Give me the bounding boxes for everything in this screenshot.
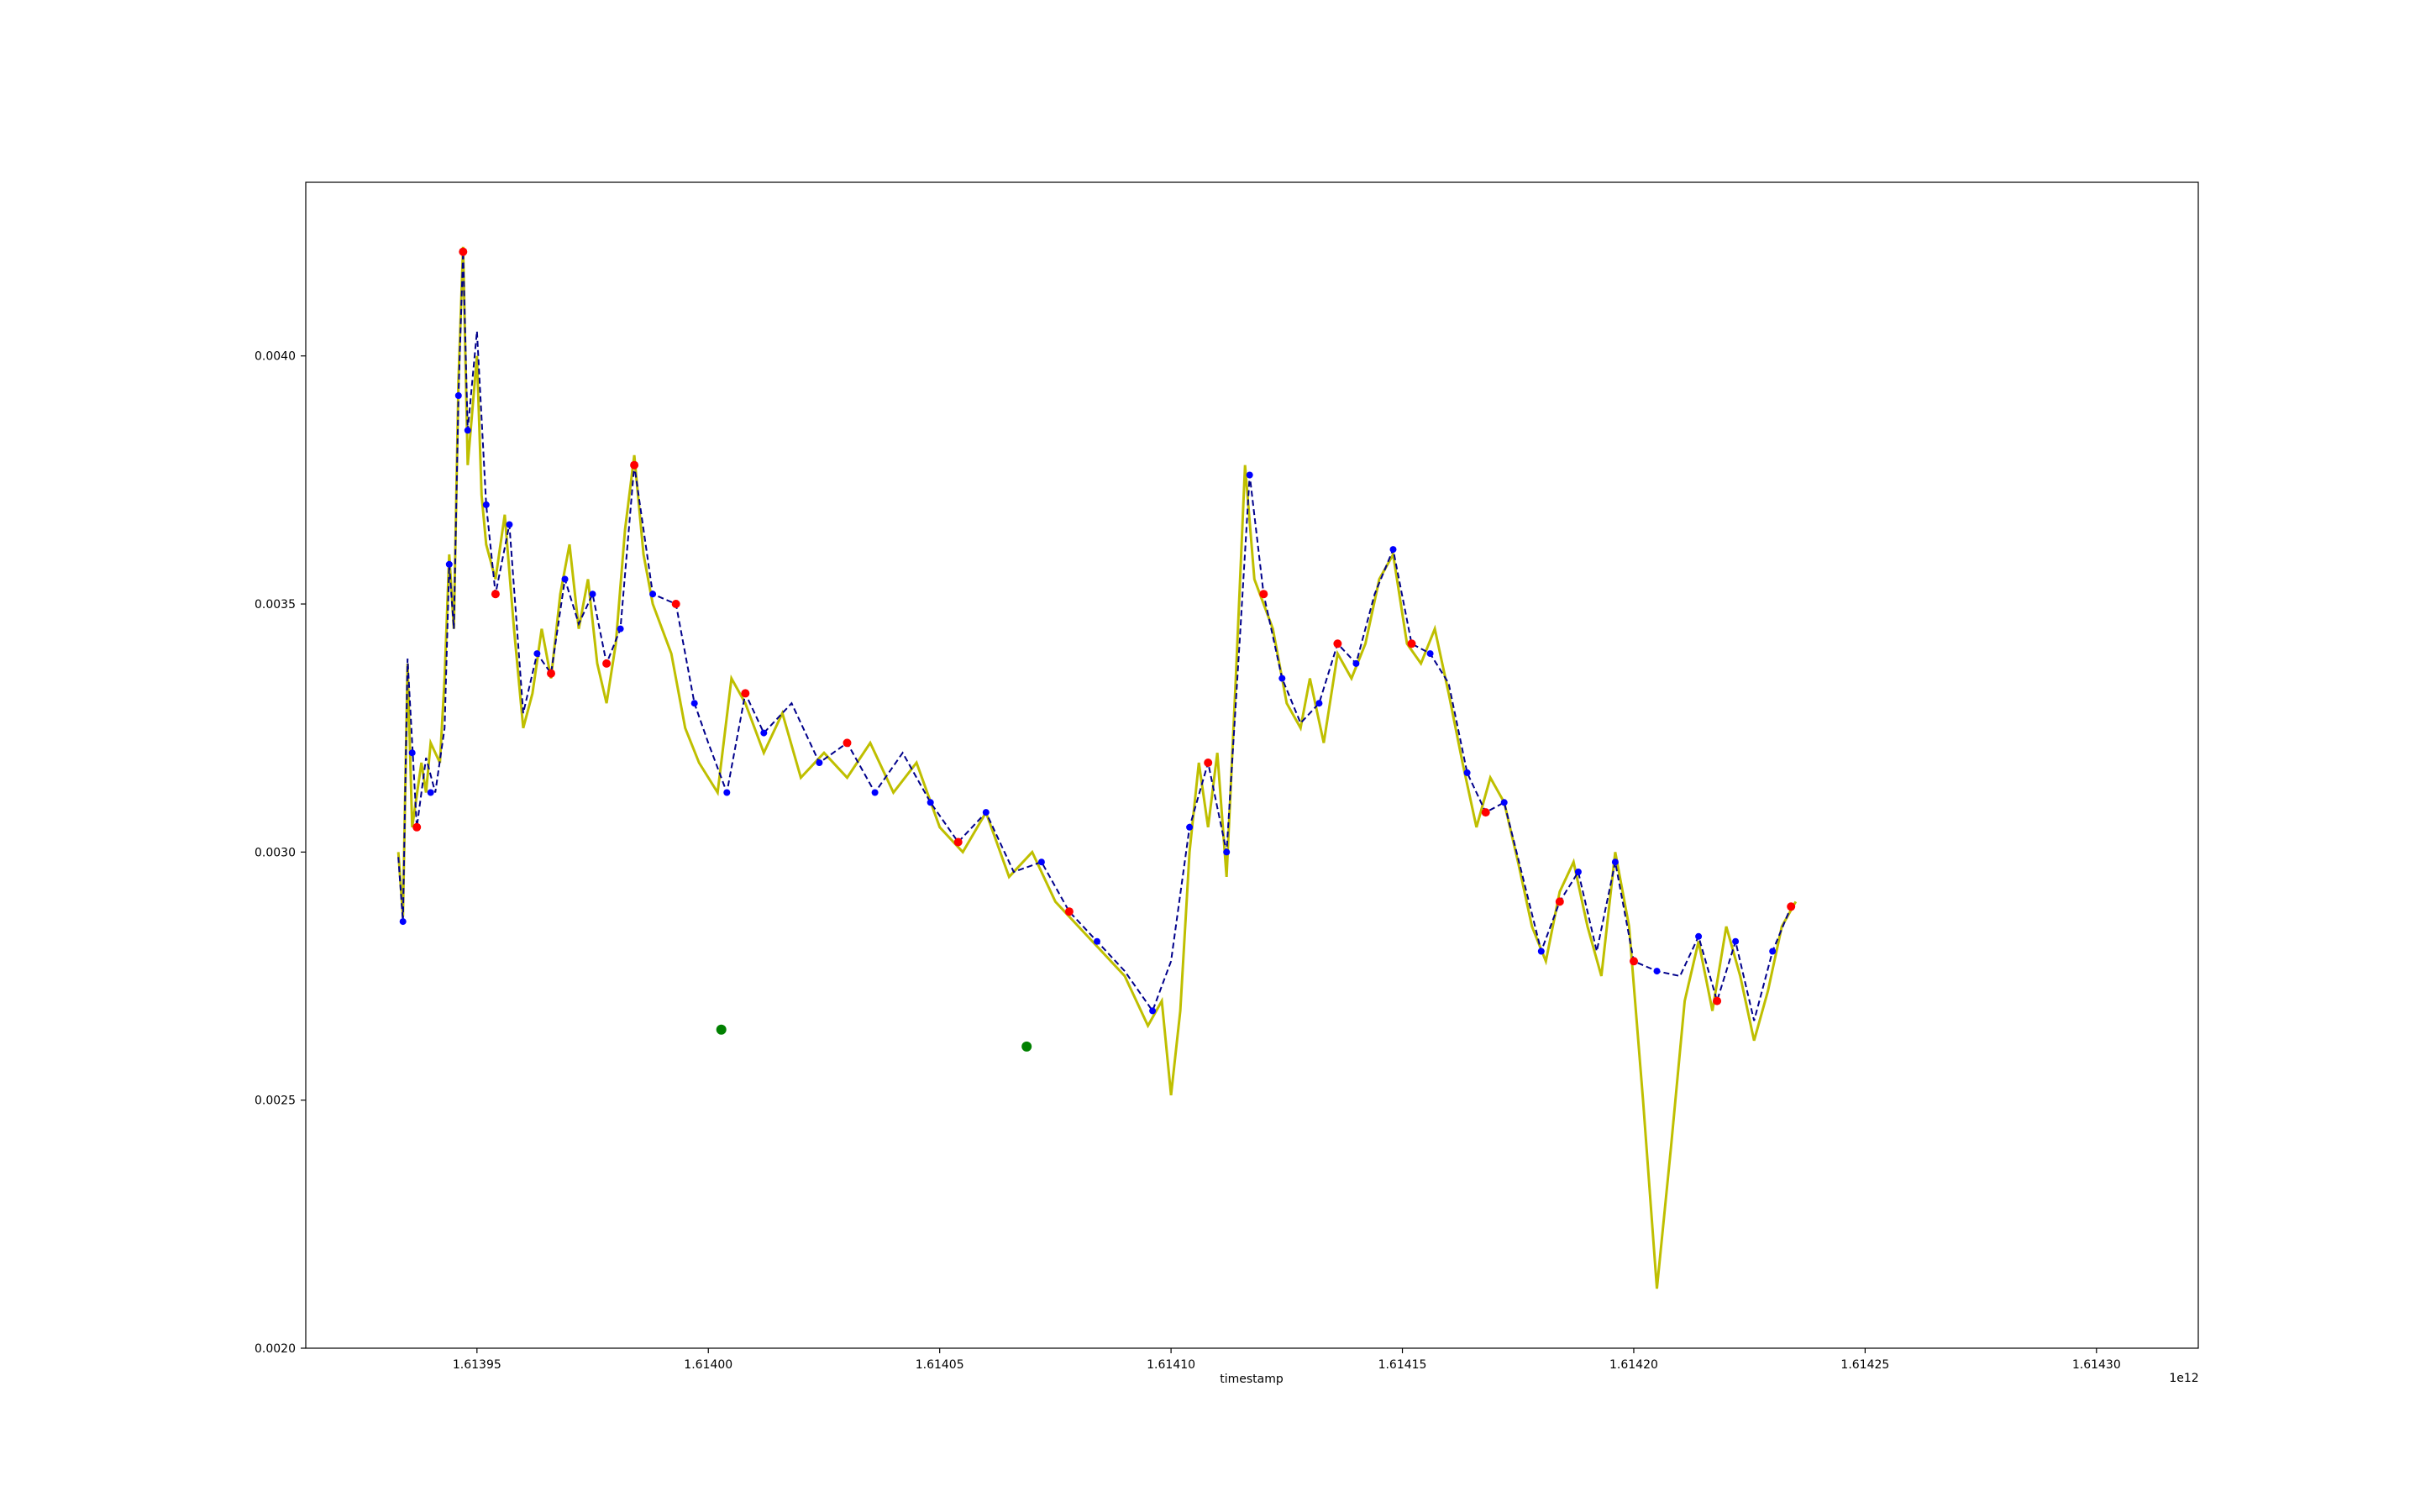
blue-marker-34 (1574, 869, 1582, 875)
x-tick-label-1: 1.61400 (684, 1358, 732, 1372)
blue-marker-30 (1426, 650, 1434, 658)
blue-marker-21 (1094, 937, 1100, 945)
red-marker-10 (1064, 907, 1074, 916)
x-offset-label: 1e12 (2169, 1372, 2198, 1385)
blue-marker-28 (1352, 659, 1360, 667)
blue-marker-12 (649, 591, 657, 598)
blue-marker-35 (1611, 858, 1619, 866)
red-marker-4 (602, 659, 612, 668)
blue-marker-10 (589, 591, 596, 598)
y-tick-label-3: 0.0035 (255, 598, 296, 612)
red-marker-18 (1713, 996, 1722, 1005)
blue-marker-39 (1769, 948, 1777, 955)
blue-marker-5 (464, 427, 471, 434)
blue-marker-25 (1246, 471, 1253, 479)
blue-marker-4 (454, 392, 462, 399)
red-marker-7 (741, 689, 750, 698)
blue-marker-6 (482, 501, 490, 508)
green-marker-1 (1021, 1041, 1032, 1052)
blue-marker-11 (617, 625, 624, 633)
red-marker-3 (547, 669, 555, 678)
blue-marker-24 (1223, 848, 1231, 856)
red-marker-1 (459, 247, 468, 256)
blue-marker-19 (982, 809, 990, 816)
blue-marker-17 (871, 789, 879, 796)
red-marker-11 (1204, 759, 1213, 767)
blue-marker-27 (1315, 700, 1323, 707)
blue-marker-3 (445, 560, 453, 568)
x-axis: 1.61395 1.61400 1.61405 1.61410 1.61415 1.614… (453, 1348, 2121, 1372)
blue-marker-29 (1389, 546, 1397, 554)
blue-marker-26 (1278, 675, 1286, 682)
x-tick-label-6: 1.61425 (1840, 1358, 1889, 1372)
blue-marker-16 (816, 759, 823, 766)
y-tick-label-4: 0.0040 (255, 350, 296, 364)
x-tick-label-0: 1.61395 (453, 1358, 501, 1372)
red-marker-15 (1481, 808, 1490, 817)
blue-marker-20 (1037, 858, 1045, 866)
blue-marker-7 (506, 521, 513, 528)
blue-marker-14 (723, 789, 731, 796)
blue-marker-0 (399, 918, 407, 926)
x-axis-label: timestamp (1220, 1373, 1284, 1386)
blue-marker-13 (690, 700, 698, 707)
x-tick-label-5: 1.61420 (1609, 1358, 1658, 1372)
blue-marker-22 (1149, 1007, 1157, 1015)
series-line-1 (397, 251, 1793, 1021)
blue-marker-18 (927, 799, 934, 806)
blue-marker-38 (1732, 937, 1740, 945)
blue-marker-32 (1500, 799, 1508, 806)
blue-marker-31 (1463, 769, 1471, 776)
red-marker-6 (671, 600, 680, 608)
blue-marker-36 (1653, 968, 1661, 975)
y-tick-label-2: 0.0030 (255, 846, 296, 859)
plot-area (305, 181, 2199, 1349)
blue-marker-8 (533, 650, 541, 658)
x-tick-label-2: 1.61405 (916, 1358, 964, 1372)
y-axis: 0.0020 0.0025 0.0030 0.0035 0.0040 (255, 350, 306, 1356)
blue-marker-37 (1695, 932, 1703, 940)
blue-marker-23 (1186, 823, 1194, 831)
red-marker-14 (1407, 639, 1416, 648)
red-marker-17 (1630, 957, 1638, 966)
x-tick-label-4: 1.61415 (1378, 1358, 1427, 1372)
red-marker-0 (412, 822, 422, 832)
red-marker-12 (1259, 590, 1268, 599)
red-marker-19 (1787, 902, 1796, 911)
blue-marker-15 (760, 729, 768, 737)
red-marker-16 (1555, 897, 1564, 906)
green-marker-0 (716, 1024, 727, 1035)
blue-marker-33 (1537, 948, 1545, 955)
blue-marker-2 (427, 789, 434, 796)
red-marker-5 (630, 460, 639, 470)
red-marker-13 (1333, 639, 1342, 648)
red-marker-9 (953, 837, 963, 847)
x-tick-label-7: 1.61430 (2072, 1358, 2121, 1372)
y-tick-label-1: 0.0025 (255, 1095, 296, 1108)
marker-layer (399, 247, 1796, 1052)
red-marker-8 (843, 738, 852, 748)
red-marker-2 (491, 590, 500, 599)
blue-marker-1 (408, 749, 416, 757)
y-tick-label-0: 0.0020 (255, 1342, 296, 1356)
blue-marker-9 (561, 575, 569, 583)
x-tick-label-3: 1.61410 (1147, 1358, 1195, 1372)
